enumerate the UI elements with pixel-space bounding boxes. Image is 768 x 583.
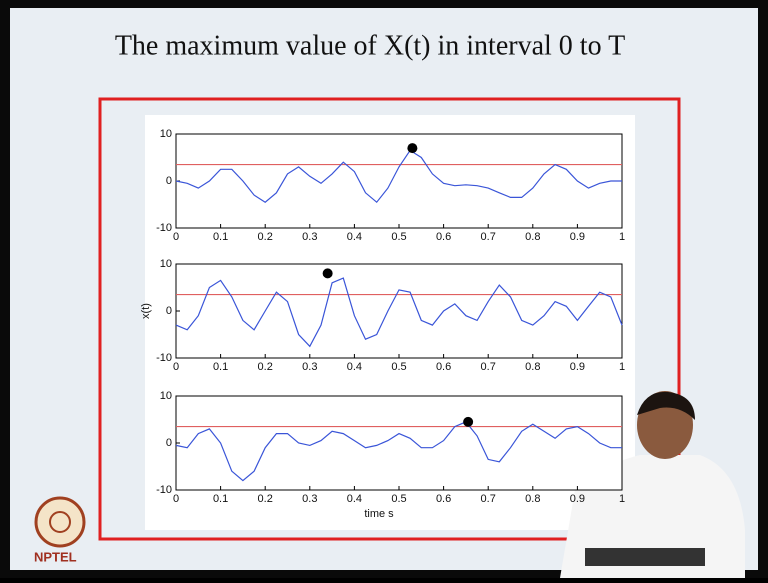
x-tick-label: 0.4 <box>347 493 362 505</box>
x-tick-label: 0.8 <box>525 361 540 373</box>
x-tick-label: 0 <box>173 361 179 373</box>
x-tick-label: 0.6 <box>436 361 451 373</box>
logo-circle <box>34 496 86 548</box>
plot-area <box>175 395 623 491</box>
x-tick-label: 0.2 <box>258 361 273 373</box>
x-tick-label: 0.1 <box>213 493 228 505</box>
max-point <box>463 416 474 427</box>
x-tick-label: 0.9 <box>570 493 585 505</box>
x-tick-label: 0 <box>173 231 179 243</box>
x-tick-label: 0.2 <box>258 231 273 243</box>
presenter-hair <box>637 391 695 420</box>
x-tick-label: 0.9 <box>570 231 585 243</box>
x-tick-label: 1 <box>619 361 625 373</box>
x-tick-label: 1 <box>619 231 625 243</box>
x-tick-label: 0.2 <box>258 493 273 505</box>
y-axis-label: x(t) <box>140 303 152 319</box>
y-tick-label: -10 <box>156 352 172 364</box>
laptop <box>585 548 705 566</box>
x-tick-label: 0.5 <box>391 231 406 243</box>
x-tick-label: 0.7 <box>481 231 496 243</box>
x-tick-label: 0.5 <box>391 493 406 505</box>
x-tick-label: 0.4 <box>347 361 362 373</box>
logo-wheel <box>49 511 71 533</box>
nptel-logo: NPTEL <box>34 496 86 564</box>
x-tick-label: 0.7 <box>481 493 496 505</box>
plot-area <box>175 263 623 359</box>
max-point <box>322 268 333 279</box>
x-tick-label: 0.4 <box>347 231 362 243</box>
x-tick-label: 0.6 <box>436 231 451 243</box>
logo-text: NPTEL <box>34 549 77 564</box>
slide-title: The maximum value of X(t) in interval 0 … <box>115 30 625 61</box>
y-tick-label: 10 <box>160 258 172 270</box>
y-tick-label: 10 <box>160 128 172 140</box>
y-tick-label: 0 <box>166 175 172 187</box>
data-line <box>175 421 622 482</box>
x-tick-label: 1 <box>619 493 625 505</box>
y-tick-label: -10 <box>156 484 172 496</box>
x-tick-label: 0.1 <box>213 361 228 373</box>
x-tick-label: 0.8 <box>525 231 540 243</box>
x-tick-label: 0.7 <box>481 361 496 373</box>
x-tick-label: 0.6 <box>436 493 451 505</box>
x-tick-label: 0.8 <box>525 493 540 505</box>
x-tick-label: 0.9 <box>570 361 585 373</box>
max-point <box>407 143 418 154</box>
y-tick-label: 10 <box>160 390 172 402</box>
data-line <box>175 149 622 204</box>
x-tick-label: 0.3 <box>302 361 317 373</box>
data-line <box>175 277 623 348</box>
y-tick-label: 0 <box>166 437 172 449</box>
x-tick-label: 0.5 <box>391 361 406 373</box>
x-tick-label: 0 <box>173 493 179 505</box>
x-axis-label: time s <box>364 508 394 520</box>
x-tick-label: 0.3 <box>302 493 317 505</box>
y-tick-label: 0 <box>166 305 172 317</box>
y-tick-label: -10 <box>156 222 172 234</box>
x-tick-label: 0.3 <box>302 231 317 243</box>
x-tick-label: 0.1 <box>213 231 228 243</box>
red-frame <box>98 97 681 541</box>
